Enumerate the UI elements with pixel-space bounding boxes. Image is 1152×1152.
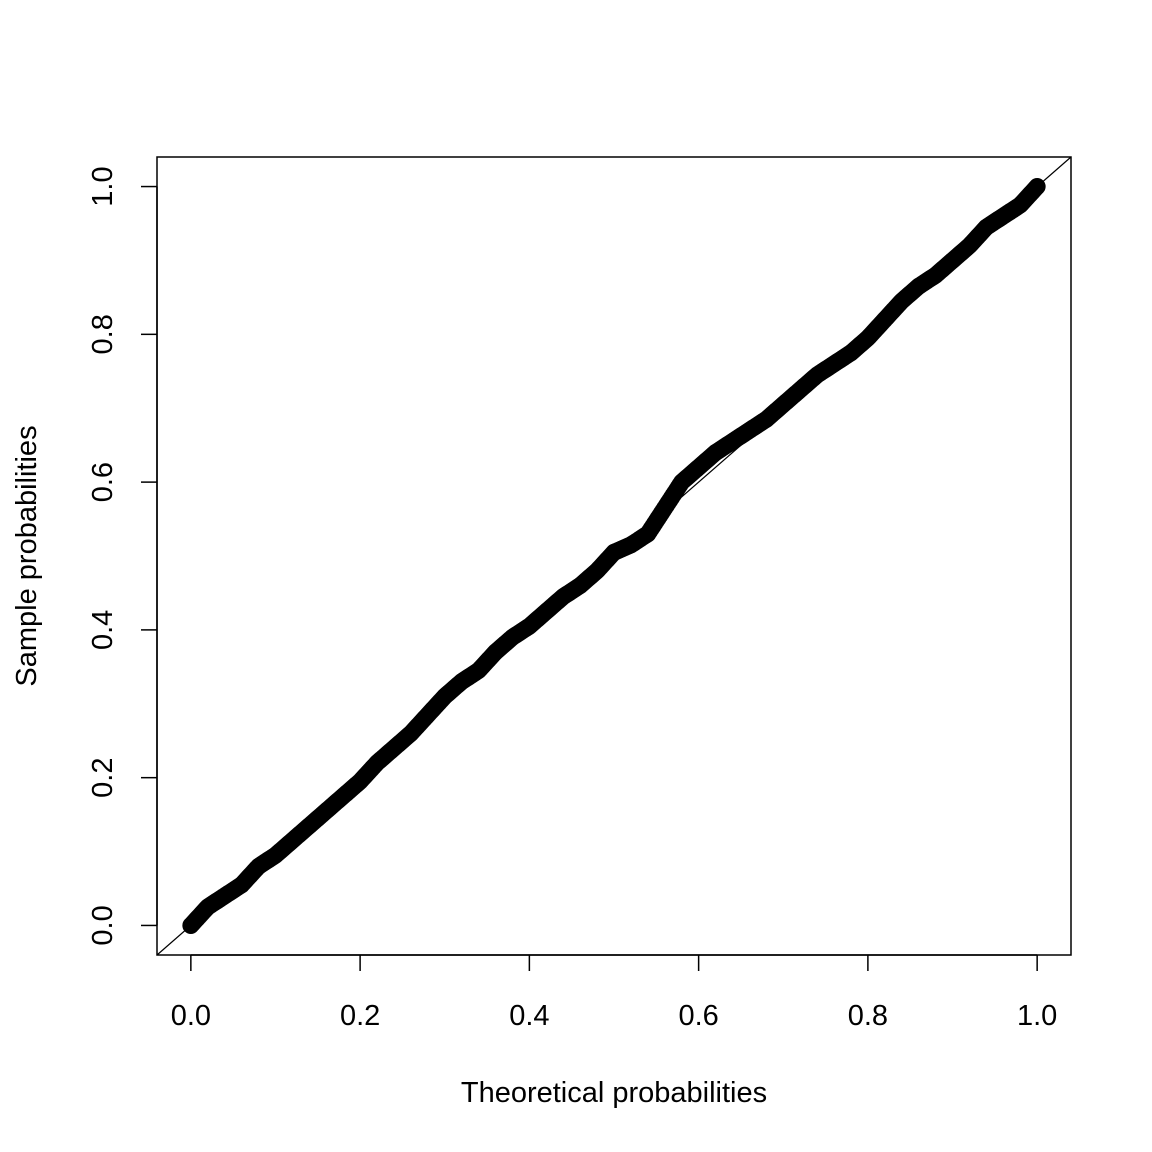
y-tick-label: 0.0 bbox=[87, 905, 119, 945]
x-tick-label: 0.4 bbox=[509, 1000, 549, 1032]
y-tick-label: 0.2 bbox=[87, 758, 119, 798]
y-axis-label: Sample probabilities bbox=[11, 425, 43, 686]
data-points-group bbox=[182, 178, 1046, 934]
y-tick-label: 1.0 bbox=[87, 166, 119, 206]
x-tick-label: 0.2 bbox=[340, 1000, 380, 1032]
x-tick-label: 0.0 bbox=[171, 1000, 211, 1032]
data-point bbox=[1028, 178, 1046, 196]
x-tick-label: 0.6 bbox=[678, 1000, 718, 1032]
y-tick-label: 0.4 bbox=[87, 610, 119, 650]
x-tick-label: 1.0 bbox=[1017, 1000, 1057, 1032]
x-axis: 0.0 0.2 0.4 0.6 0.8 1.0 bbox=[171, 954, 1057, 1032]
y-tick-label: 0.8 bbox=[87, 314, 119, 354]
y-axis: 0.0 0.2 0.4 0.6 0.8 1.0 bbox=[87, 166, 158, 946]
y-tick-label: 0.6 bbox=[87, 462, 119, 502]
x-tick-label: 0.8 bbox=[848, 1000, 888, 1032]
x-axis-label: Theoretical probabilities bbox=[461, 1077, 767, 1109]
